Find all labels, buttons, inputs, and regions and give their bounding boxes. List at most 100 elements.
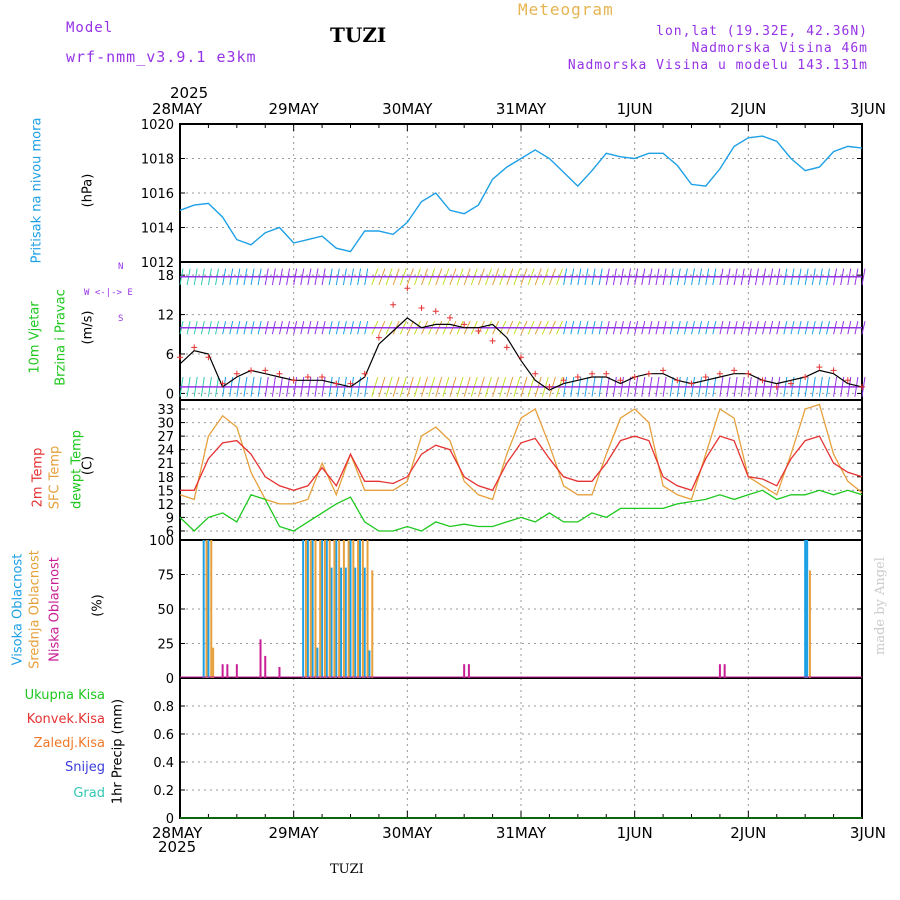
cloud-bar-srednja (352, 540, 355, 678)
cloud-bar-visoka (316, 647, 319, 678)
cloud-bar-srednja (210, 540, 213, 678)
gust-marker (759, 377, 766, 384)
x-tick-label: 31MAY (496, 100, 547, 118)
gust-marker (802, 374, 809, 380)
page-title: TUZI (330, 23, 387, 47)
compass-s: S (118, 314, 124, 324)
cloud-bar-visoka (363, 567, 366, 678)
x-tick-label: 1JUN (617, 824, 653, 842)
gust-marker (787, 380, 794, 387)
y-tick-label: 1014 (141, 222, 174, 237)
gust-marker (347, 380, 354, 387)
cloud-bar-srednja (304, 540, 307, 678)
cloud-bar-niska (259, 639, 262, 678)
cloud-bar-niska (278, 666, 281, 678)
gust-marker (276, 370, 283, 377)
x-tick-label: 2JUN (730, 100, 766, 118)
gust-marker (375, 334, 382, 341)
x-tick-label: 30MAY (382, 100, 433, 118)
cloud-bar-visoka (202, 540, 205, 678)
y-tick-label: 0.4 (153, 756, 174, 771)
cloud-bar-srednja (361, 540, 364, 678)
panel-frame-temperature (179, 399, 863, 541)
y-tick-label: 27 (157, 430, 174, 445)
cloud-bar-visoka (354, 567, 357, 678)
y-tick-label: 75 (157, 569, 174, 584)
gust-marker (859, 383, 865, 390)
y-tick-label: 25 (157, 638, 174, 653)
cloud-bar-niska (264, 655, 267, 678)
year-bottom: 2025 (158, 838, 197, 856)
gust-marker (532, 370, 539, 377)
y-tick-label: 0 (166, 672, 174, 687)
gust-marker (574, 374, 581, 380)
cloud-bar-visoka (302, 540, 305, 678)
cloud-bar-srednja (309, 540, 312, 678)
gust-marker (319, 374, 326, 380)
x-tick-label: 1JUN (617, 100, 653, 118)
cloud-bar-srednja (205, 540, 208, 678)
gust-marker (390, 301, 397, 308)
legend-konvek: Konvek.Kisa (26, 712, 105, 727)
gust-marker (816, 364, 823, 371)
model-name: wrf-nmm_v3.9.1 e3km (66, 48, 257, 66)
y-tick-label: 18 (157, 269, 174, 284)
gust-marker (191, 344, 198, 351)
cloud-bar-niska (718, 664, 721, 678)
x-tick-label: 2JUN (730, 824, 766, 842)
gust-marker (432, 308, 439, 315)
gust-marker (660, 367, 667, 374)
cloud-bar-visoka (311, 540, 314, 678)
gust-marker (446, 314, 453, 321)
cloud-bar-srednja (338, 540, 341, 678)
compass-n: N (118, 262, 124, 272)
meteogram-label: Meteogram (518, 0, 614, 19)
cloud-bar-visoka (340, 567, 343, 678)
x-tick-label: 28MAY (152, 824, 203, 842)
coords-label: lon,lat (19.32E, 42.36N) (656, 24, 868, 39)
y-tick-label: 6 (166, 348, 174, 363)
cloud-bar-visoka (306, 540, 309, 678)
x-tick-label: 3JUN (850, 100, 886, 118)
cloud-bar-niska (467, 664, 470, 678)
cloud-bar-srednja (347, 540, 350, 678)
x-tick-label: 29MAY (269, 824, 320, 842)
dewpt-line (179, 489, 863, 532)
compass-ew: W <-|-> E (84, 288, 133, 298)
cloud-bar-srednja (366, 540, 369, 678)
y-tick-label: 9 (166, 511, 174, 526)
y-tick-label: 50 (157, 603, 174, 618)
gust-marker (503, 344, 510, 351)
y-tick-label: 15 (157, 484, 174, 499)
gust-marker (731, 367, 738, 374)
cloud-bar-visoka (325, 540, 328, 678)
legend-grad: Grad (73, 786, 105, 801)
cloud-bar-srednja (342, 540, 345, 678)
y-tick-label: 1018 (141, 153, 174, 168)
x-tick-label: 30MAY (382, 824, 433, 842)
gust-marker (631, 374, 638, 380)
gust-marker (361, 370, 368, 377)
gust-marker (205, 354, 212, 361)
cloud-bar-visoka (368, 650, 371, 678)
cloud-bar-visoka (330, 567, 333, 678)
y-tick-label: 6 (166, 525, 174, 540)
gust-marker (219, 380, 226, 387)
gust-marker (617, 377, 624, 384)
cloud-bar-srednja (212, 647, 215, 678)
cloud-bar-visoka (335, 540, 338, 678)
gust-marker (702, 374, 709, 380)
y-tick-label: 0 (166, 387, 174, 402)
gust-marker (645, 370, 652, 377)
y-tick-label: 12 (157, 309, 174, 324)
cloud-bar-srednja (328, 540, 331, 678)
y-tick-label: 24 (157, 444, 174, 459)
panel-frame-precip (179, 677, 863, 819)
gust-marker (844, 377, 851, 384)
cloud-bar-niska (235, 664, 238, 678)
gust-marker (404, 285, 411, 292)
cloud-bar-niska (463, 664, 466, 678)
gust-marker (290, 377, 297, 384)
cloud-bar-visoka (321, 540, 324, 678)
